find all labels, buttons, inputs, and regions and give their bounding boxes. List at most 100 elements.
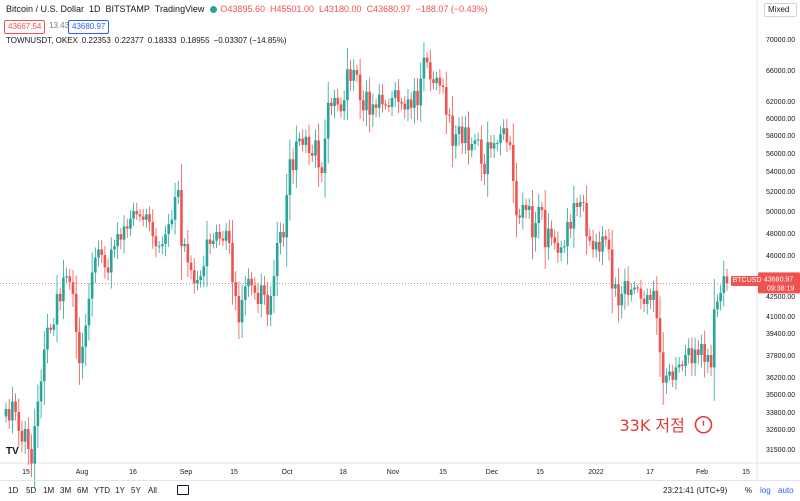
candle-body <box>594 241 598 250</box>
timeframe-1d-button[interactable]: 1D <box>8 486 19 495</box>
timeframe-3m-button[interactable]: 3M <box>60 486 72 495</box>
candle-body <box>582 202 585 203</box>
candle-body <box>247 278 250 287</box>
x-tick-label: 15 <box>230 469 238 476</box>
candle-body <box>314 140 317 156</box>
candle-body <box>326 102 330 139</box>
candle-body <box>183 244 186 247</box>
candle-body <box>119 234 123 240</box>
candle-body <box>547 228 550 248</box>
buy-button[interactable]: 43680.97 <box>68 20 110 34</box>
y-tick-label: 41000.00 <box>766 314 795 321</box>
candle-body <box>90 272 94 299</box>
overlay-symbol[interactable]: TOWNUSDT, OKEX <box>6 36 78 45</box>
overlay-low: 0.18333 <box>147 36 177 45</box>
candle-body <box>566 222 569 247</box>
candle-body <box>349 69 352 81</box>
log-scale-toggle[interactable]: log <box>760 486 771 495</box>
candle-body <box>553 237 557 243</box>
sell-button[interactable]: 43667.54 <box>4 20 46 34</box>
candle-body <box>681 364 684 366</box>
calendar-icon[interactable] <box>177 485 189 495</box>
candle-body <box>610 249 614 289</box>
candle-body <box>330 102 333 107</box>
timeframe-ytd-button[interactable]: YTD <box>94 486 110 495</box>
candle-body <box>515 181 518 216</box>
overlay-open: 0.22353 <box>81 36 111 45</box>
candle-body <box>559 247 563 253</box>
candle-body <box>432 79 435 84</box>
candle-body <box>231 242 234 283</box>
candle-body <box>444 87 448 115</box>
candle-body <box>253 285 257 293</box>
timeframe-5d-button[interactable]: 5D <box>26 486 37 495</box>
candle-body <box>473 140 477 144</box>
candle-body <box>266 294 269 315</box>
candle-body <box>272 276 276 296</box>
candle-body <box>658 318 662 353</box>
candle-body <box>154 236 158 247</box>
candle-body <box>413 90 416 108</box>
candle-body <box>419 78 423 106</box>
candle-body <box>598 241 601 252</box>
candle-body <box>141 216 145 220</box>
candle-body <box>709 355 713 368</box>
scale-mode-dropdown[interactable]: Mixed <box>764 3 797 17</box>
candle-body <box>467 127 470 151</box>
candle-body <box>186 244 190 263</box>
candle-body <box>173 197 177 220</box>
tradingview-logo[interactable]: TV <box>6 446 19 457</box>
candle-body <box>39 381 43 402</box>
timeframe-1y-button[interactable]: 1Y <box>115 486 125 495</box>
candle-body <box>524 205 528 210</box>
candle-body <box>129 218 132 229</box>
overlay-legend: TOWNUSDT, OKEX 0.22353 0.22377 0.18333 0.189… <box>6 36 291 45</box>
percent-scale-toggle[interactable]: % <box>745 486 753 495</box>
candle-body <box>540 207 544 210</box>
candle-body <box>649 294 652 300</box>
candle-body <box>365 91 368 111</box>
candle-body <box>706 355 710 362</box>
x-tick-label: 15 <box>439 469 447 476</box>
candle-body <box>358 74 362 101</box>
timeframe-1m-button[interactable]: 1M <box>43 486 55 495</box>
candle-body <box>103 255 107 268</box>
candle-body <box>508 142 512 145</box>
candle-body <box>180 190 183 247</box>
candle-body <box>55 293 59 325</box>
candle-body <box>167 224 171 235</box>
candle-body <box>696 349 700 355</box>
low-point-circle <box>694 415 713 434</box>
candle-body <box>716 301 719 310</box>
candle-body <box>451 115 454 146</box>
x-tick-label: 15 <box>22 469 30 476</box>
candle-body <box>531 206 534 238</box>
candle-body <box>304 136 308 145</box>
candle-body <box>460 126 464 144</box>
candle-body <box>489 142 493 149</box>
candle-body <box>502 128 505 135</box>
timeframe-all-button[interactable]: All <box>148 486 157 495</box>
candle-body <box>665 375 668 383</box>
timeframe-6m-button[interactable]: 6M <box>77 486 89 495</box>
symbol-title[interactable]: Bitcoin / U.S. Dollar <box>6 4 85 14</box>
ohlc-open: O43895.60 <box>220 4 265 14</box>
candle-body <box>74 293 78 332</box>
candle-body <box>192 270 196 284</box>
auto-scale-toggle[interactable]: auto <box>778 486 794 495</box>
candle-body <box>384 104 387 106</box>
exchange-label: BITSTAMP <box>105 4 150 14</box>
candle-body <box>499 134 502 144</box>
timezone-clock[interactable]: 23:21:41 (UTC+9) <box>663 486 728 495</box>
candle-body <box>406 99 410 110</box>
candle-body <box>218 231 222 239</box>
candle-body <box>52 324 56 330</box>
candle-body <box>234 282 237 296</box>
candle-body <box>397 90 400 102</box>
x-tick-label: Dec <box>486 469 499 476</box>
candle-body <box>725 276 729 284</box>
x-tick-label: Oct <box>282 469 293 476</box>
candle-body <box>11 401 14 421</box>
timeframe-5y-button[interactable]: 5Y <box>131 486 141 495</box>
